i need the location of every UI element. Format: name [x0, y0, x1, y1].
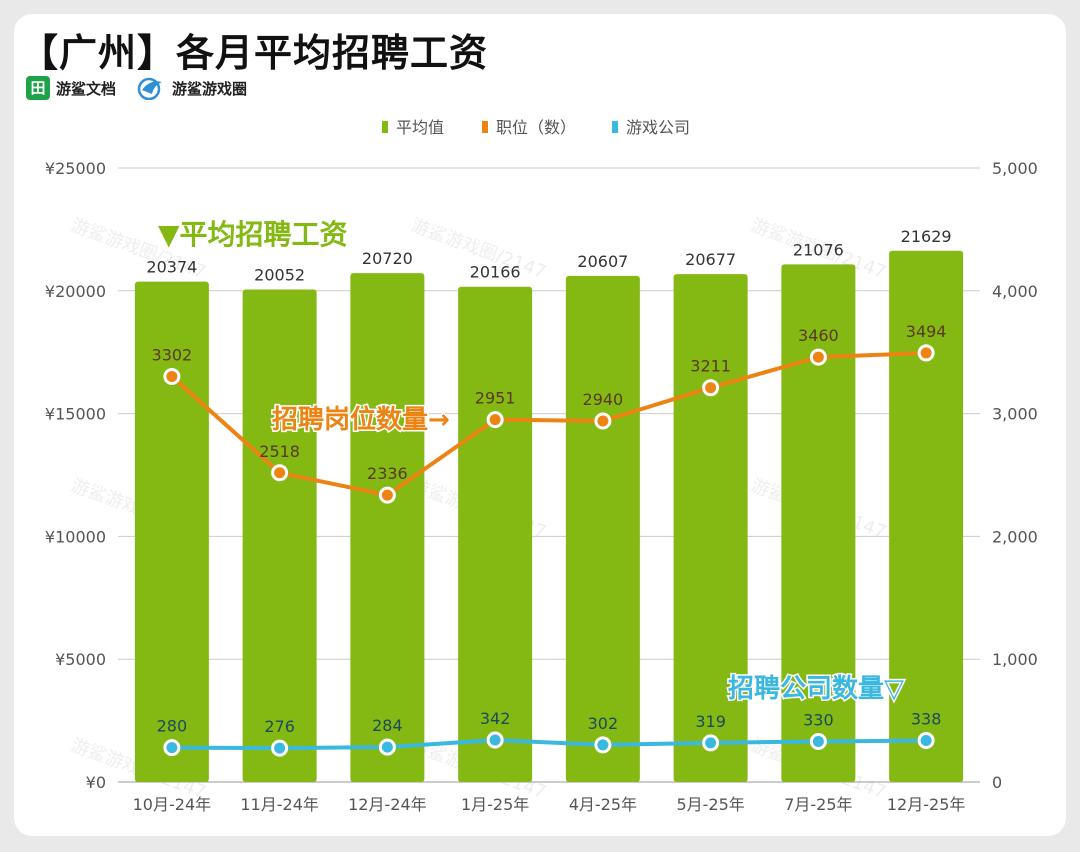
positions-line — [169, 350, 929, 498]
y-left-tick-label: ¥10000 — [45, 527, 106, 546]
bar-value-label: 21629 — [901, 227, 952, 246]
x-tick-label: 11月-24年 — [240, 795, 319, 814]
bar — [673, 274, 748, 782]
positions-value-label: 3460 — [798, 326, 839, 345]
bar-value-label: 20720 — [362, 249, 413, 268]
annotation-positions: 招聘岗位数量→ — [272, 404, 450, 435]
x-tick-label: 12月-25年 — [887, 795, 966, 814]
bar — [458, 286, 533, 782]
y-right-tick-label: 5,000 — [992, 159, 1038, 178]
y-right-tick-label: 2,000 — [992, 527, 1038, 546]
bar-value-label: 20607 — [577, 252, 628, 271]
positions-point — [486, 411, 504, 429]
y-right-tick-label: 0 — [992, 773, 1002, 792]
companies-value-label: 319 — [695, 712, 726, 731]
positions-value-label: 3494 — [906, 322, 947, 341]
companies-value-label: 338 — [911, 709, 942, 728]
y-right-tick-label: 4,000 — [992, 282, 1038, 301]
y-left-tick-label: ¥5000 — [55, 650, 106, 669]
companies-point — [271, 739, 289, 757]
y-right-tick-label: 3,000 — [992, 405, 1038, 424]
x-tick-label: 10月-24年 — [133, 795, 212, 814]
annotation-companies: 招聘公司数量▽ — [728, 674, 904, 704]
brand-gameshark: 游鲨游戏圈 — [136, 76, 247, 100]
bar-value-label: 21076 — [793, 240, 844, 259]
bar — [134, 281, 209, 782]
chart-title: 【广州】各月平均招聘工资 — [20, 31, 489, 75]
bar-value-label: 20374 — [146, 258, 197, 277]
positions-point — [163, 368, 181, 386]
x-tick-label: 4月-25年 — [569, 795, 637, 814]
companies-point — [702, 734, 720, 752]
x-tick-label: 7月-25年 — [784, 795, 852, 814]
companies-point — [594, 736, 612, 754]
companies-line — [169, 738, 929, 751]
companies-value-label: 330 — [803, 710, 834, 729]
positions-point — [809, 348, 827, 366]
annotation-salary: ▼平均招聘工资 — [158, 218, 348, 251]
brand-docs-label: 游鲨文档 — [56, 79, 117, 98]
companies-value-label: 280 — [157, 717, 188, 736]
legend-swatch — [382, 121, 388, 133]
positions-value-label: 2940 — [583, 390, 624, 409]
positions-value-label: 3211 — [690, 357, 731, 376]
y-right-tick-label: 1,000 — [992, 650, 1038, 669]
companies-point — [163, 739, 181, 757]
y-left-tick-label: ¥0 — [86, 773, 106, 792]
x-tick-label: 1月-25年 — [461, 795, 529, 814]
bar — [242, 289, 317, 782]
companies-point — [378, 738, 396, 756]
positions-value-label: 2951 — [475, 389, 516, 408]
positions-value-label: 3302 — [152, 346, 193, 365]
x-tick-label: 12月-24年 — [348, 795, 427, 814]
bar-value-label: 20677 — [685, 250, 736, 269]
brand-gameshark-label: 游鲨游戏圈 — [172, 79, 248, 98]
positions-point — [271, 464, 289, 482]
y-left-tick-label: ¥25000 — [45, 159, 106, 178]
positions-point — [917, 344, 935, 362]
companies-value-label: 276 — [264, 717, 295, 736]
x-tick-label: 5月-25年 — [676, 795, 744, 814]
sheet-logo-icon: 田 — [26, 76, 50, 100]
legend-label: 平均值 — [396, 118, 444, 137]
y-left-tick-label: ¥15000 — [45, 405, 106, 424]
positions-point — [378, 486, 396, 504]
bar — [565, 275, 640, 782]
positions-point — [702, 379, 720, 397]
legend-label: 游戏公司 — [626, 118, 690, 137]
companies-value-label: 342 — [480, 709, 511, 728]
bar — [350, 273, 425, 782]
companies-point — [809, 732, 827, 750]
positions-value-label: 2336 — [367, 464, 408, 483]
companies-point — [917, 731, 935, 749]
bar — [889, 250, 964, 783]
brand-docs: 田 游鲨文档 — [26, 76, 116, 100]
bar — [781, 264, 856, 783]
bar-value-label: 20166 — [470, 263, 521, 282]
legend-label: 职位（数） — [496, 118, 576, 137]
legend-swatch — [612, 121, 618, 133]
positions-point — [594, 412, 612, 430]
legend-swatch — [482, 121, 488, 133]
companies-value-label: 302 — [588, 714, 619, 733]
y-left-tick-label: ¥20000 — [45, 282, 106, 301]
companies-point — [486, 731, 504, 749]
positions-value-label: 2518 — [259, 442, 300, 461]
bar-value-label: 20052 — [254, 266, 305, 285]
shark-logo-icon — [137, 77, 162, 100]
companies-value-label: 284 — [372, 716, 403, 735]
